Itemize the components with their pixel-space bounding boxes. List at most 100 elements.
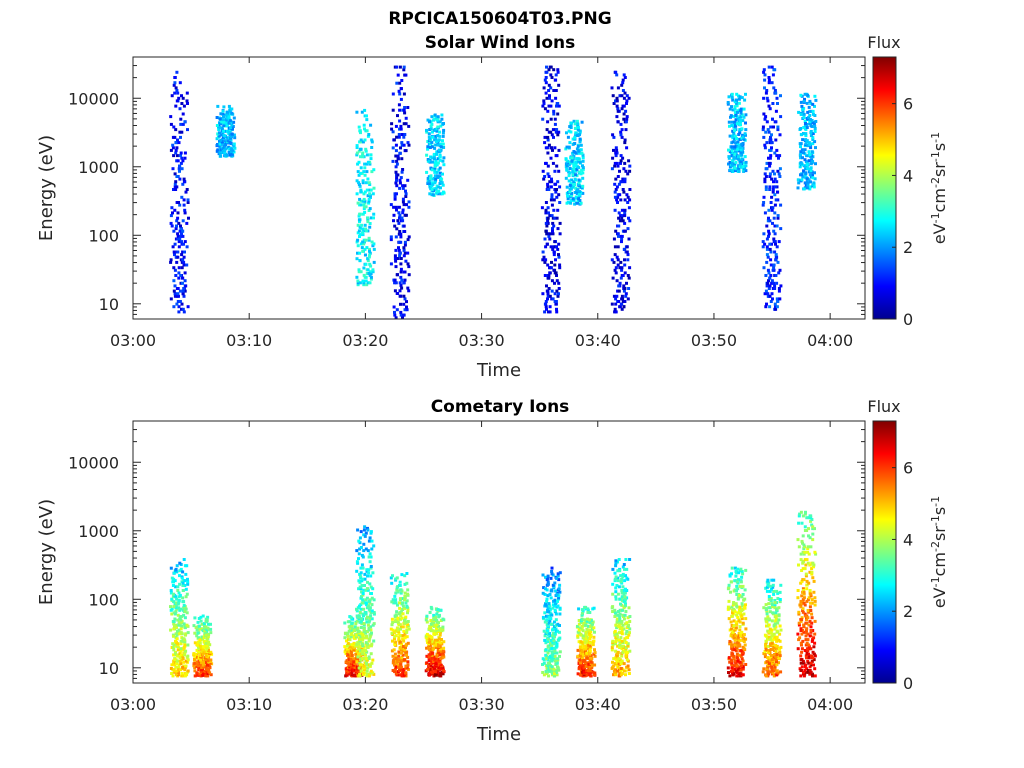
flux-cell — [800, 162, 804, 166]
flux-cell — [774, 253, 778, 257]
flux-cell — [771, 73, 775, 77]
flux-cell — [176, 585, 180, 589]
flux-cell — [775, 629, 779, 633]
flux-cell — [193, 666, 197, 670]
flux-cell — [627, 206, 631, 210]
flux-cell — [808, 120, 812, 123]
flux-cell — [352, 641, 356, 645]
flux-cell — [206, 659, 210, 663]
flux-cell — [361, 231, 364, 235]
flux-cell — [172, 605, 176, 609]
flux-cell — [737, 578, 740, 582]
flux-cell — [576, 122, 580, 126]
flux-cell — [767, 651, 771, 654]
flux-cell — [406, 141, 410, 145]
flux-cell — [802, 99, 806, 103]
flux-cell — [368, 247, 371, 251]
flux-cell — [437, 651, 441, 655]
flux-cell — [573, 136, 577, 140]
flux-cell — [621, 177, 625, 181]
flux-cell — [397, 673, 401, 677]
flux-cell — [769, 125, 773, 129]
flux-cell — [775, 245, 779, 249]
flux-cell — [804, 167, 808, 171]
flux-cell — [802, 126, 806, 129]
flux-cell — [350, 621, 354, 625]
flux-cell — [765, 120, 769, 124]
flux-cell — [181, 596, 185, 600]
flux-cell — [433, 670, 437, 674]
flux-cell — [394, 577, 398, 581]
flux-cell — [173, 579, 177, 583]
flux-cell — [169, 221, 173, 225]
flux-cell — [427, 159, 431, 163]
flux-cell — [809, 166, 813, 170]
flux-cell — [773, 663, 776, 667]
flux-cell — [427, 637, 431, 641]
flux-cell — [393, 197, 397, 201]
flux-cell — [435, 632, 439, 636]
flux-cell — [546, 651, 550, 655]
flux-cell — [731, 129, 735, 133]
flux-cell — [546, 624, 550, 627]
flux-cell — [552, 250, 556, 254]
flux-cell — [616, 289, 620, 293]
flux-cell — [400, 143, 404, 147]
flux-cell — [438, 627, 442, 631]
flux-cell — [171, 146, 175, 150]
flux-cell — [809, 101, 813, 105]
flux-cell — [433, 169, 437, 173]
flux-cell — [173, 172, 177, 176]
flux-cell — [586, 636, 590, 640]
flux-cell — [174, 644, 178, 648]
flux-cell — [774, 307, 778, 311]
flux-cell — [574, 195, 578, 199]
flux-cell — [624, 128, 628, 132]
flux-cell — [195, 648, 199, 652]
flux-cell — [201, 663, 205, 667]
flux-cell — [731, 136, 735, 140]
flux-cell — [617, 610, 620, 613]
flux-cell — [369, 157, 373, 161]
flux-cell — [801, 175, 805, 179]
flux-cell — [402, 92, 406, 96]
flux-cell — [580, 667, 584, 671]
flux-cell — [359, 530, 363, 534]
flux-cell — [356, 251, 359, 255]
flux-cell — [546, 216, 550, 220]
flux-cell — [588, 651, 592, 655]
flux-cell — [407, 265, 411, 269]
flux-cell — [764, 603, 768, 607]
flux-cell — [808, 173, 812, 177]
flux-cell — [433, 117, 437, 121]
flux-cell — [620, 266, 624, 270]
flux-cell — [619, 130, 623, 134]
flux-cell — [358, 220, 361, 224]
flux-cell — [628, 164, 632, 168]
flux-cell — [401, 634, 405, 638]
flux-cell — [620, 631, 624, 635]
flux-cell — [209, 650, 213, 654]
flux-cell — [575, 191, 579, 195]
flux-cell — [355, 669, 359, 673]
flux-cell — [358, 541, 362, 545]
flux-cell — [588, 628, 591, 632]
flux-cell — [573, 122, 577, 126]
flux-cell — [391, 92, 395, 96]
flux-cell — [359, 658, 363, 662]
flux-cell — [767, 229, 771, 233]
flux-cell — [401, 316, 404, 320]
flux-cell — [810, 154, 814, 158]
flux-cell — [439, 171, 442, 175]
flux-cell — [805, 154, 809, 158]
flux-cell — [401, 608, 405, 611]
flux-cell — [345, 650, 349, 654]
flux-cell — [612, 657, 616, 661]
flux-cell — [182, 198, 186, 202]
flux-cell — [585, 656, 589, 660]
flux-cell — [223, 148, 227, 152]
flux-cell — [739, 160, 743, 164]
flux-cell — [347, 672, 351, 676]
flux-cell — [738, 129, 742, 133]
flux-cell — [357, 160, 361, 164]
